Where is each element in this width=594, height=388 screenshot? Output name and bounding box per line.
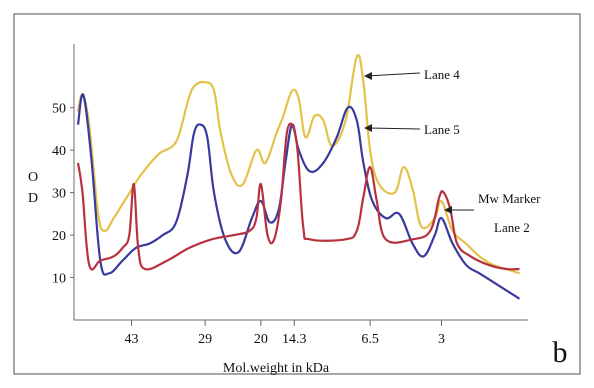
lane5-arrow <box>365 127 421 130</box>
series-lines <box>76 54 521 300</box>
panel-label: b <box>553 336 568 369</box>
lane4-label: Lane 4 <box>424 67 460 82</box>
y-tick-label: 10 <box>52 272 66 287</box>
x-tick-label: 29 <box>198 332 212 347</box>
y-tick-label: 50 <box>52 102 66 117</box>
y-tick-label: 40 <box>52 144 66 159</box>
x-axis-label: Mol.weight in kDa <box>223 361 330 376</box>
y-tick-label: 30 <box>52 187 66 202</box>
series-line-marker-lane2 <box>76 122 520 271</box>
y-axis-label-d: D <box>28 191 38 206</box>
marker-label-line1: Mw Marker <box>478 191 541 206</box>
x-tick-label: 43 <box>125 332 139 347</box>
series-line-lane4 <box>76 54 520 275</box>
lane5-arrowhead <box>364 124 372 132</box>
y-tick-label: 20 <box>52 229 66 244</box>
figure-border <box>13 13 581 375</box>
lane4-arrowhead <box>364 72 372 80</box>
x-tick-label: 6.5 <box>361 332 379 347</box>
y-axis-label-o: O <box>28 170 38 185</box>
x-tick-label: 14.3 <box>282 332 307 347</box>
x-tick-label: 20 <box>254 332 268 347</box>
marker-arrowhead <box>444 206 452 214</box>
x-ticks: 43 29 20 14.3 6.5 3 <box>125 320 445 347</box>
y-ticks: 10 20 30 40 50 <box>52 102 74 287</box>
lane5-label: Lane 5 <box>424 122 460 137</box>
x-tick-label: 3 <box>438 332 445 347</box>
lane4-arrow <box>365 72 421 77</box>
marker-label-line2: Lane 2 <box>494 220 530 235</box>
